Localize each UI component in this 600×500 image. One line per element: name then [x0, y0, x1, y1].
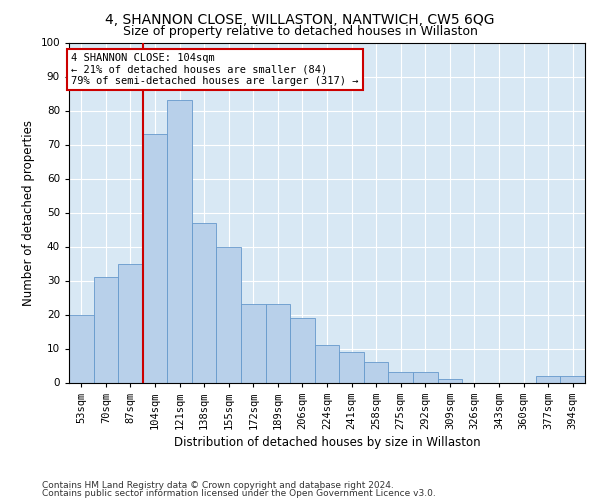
Bar [167, 100, 192, 382]
Text: Contains public sector information licensed under the Open Government Licence v3: Contains public sector information licen… [42, 489, 436, 498]
Bar [364, 362, 388, 382]
Text: Contains HM Land Registry data © Crown copyright and database right 2024.: Contains HM Land Registry data © Crown c… [42, 481, 394, 490]
Bar [217, 246, 241, 382]
Y-axis label: Number of detached properties: Number of detached properties [22, 120, 35, 306]
Bar [437, 379, 462, 382]
Bar [241, 304, 266, 382]
Bar [94, 277, 118, 382]
Bar [339, 352, 364, 382]
Bar [266, 304, 290, 382]
Bar [290, 318, 315, 382]
Bar [69, 314, 94, 382]
Text: 4 SHANNON CLOSE: 104sqm
← 21% of detached houses are smaller (84)
79% of semi-de: 4 SHANNON CLOSE: 104sqm ← 21% of detache… [71, 52, 359, 86]
X-axis label: Distribution of detached houses by size in Willaston: Distribution of detached houses by size … [173, 436, 481, 449]
Bar [560, 376, 585, 382]
Text: Size of property relative to detached houses in Willaston: Size of property relative to detached ho… [122, 25, 478, 38]
Bar [388, 372, 413, 382]
Bar [413, 372, 437, 382]
Bar [536, 376, 560, 382]
Text: 4, SHANNON CLOSE, WILLASTON, NANTWICH, CW5 6QG: 4, SHANNON CLOSE, WILLASTON, NANTWICH, C… [105, 12, 495, 26]
Bar [192, 222, 217, 382]
Bar [118, 264, 143, 382]
Bar [315, 345, 339, 383]
Bar [143, 134, 167, 382]
